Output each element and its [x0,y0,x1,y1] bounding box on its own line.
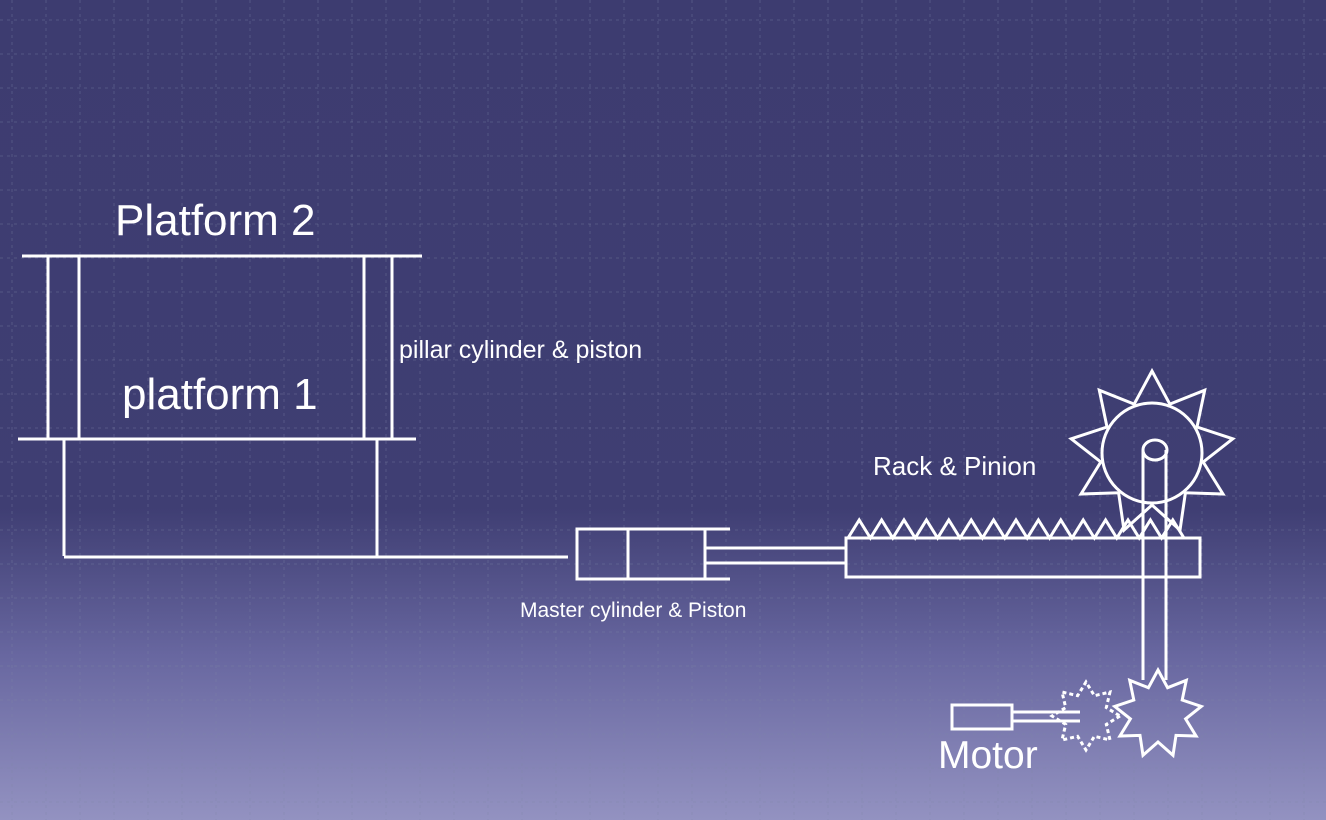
left-pillar [46,254,81,441]
platform-1-label: platform 1 [122,370,318,419]
platform-2-label: Platform 2 [115,196,316,245]
rack [844,517,1202,579]
master-cylinder-body [575,527,707,581]
rack-bar [844,536,1202,579]
motor-label: Motor [938,734,1038,777]
motor-small-gear [1049,679,1123,753]
pinion-gear [1068,367,1236,534]
motor-large-gear [1111,666,1205,759]
pinion-gear-teeth [1068,367,1236,534]
lift-assembly [18,254,568,559]
drive-shaft [1141,438,1169,680]
master-cylinder [575,527,846,581]
motor-body [950,703,1014,731]
rack-teeth [846,517,1186,541]
rack-pinion-label: Rack & Pinion [873,451,1037,481]
master-cylinder-label: Master cylinder & Piston [520,599,747,622]
pinion-gear-hub [1100,401,1204,505]
shaft-top [1141,438,1169,462]
pillar-label: pillar cylinder & piston [399,336,643,364]
right-pillar [362,254,394,441]
motor-assembly [950,666,1205,759]
